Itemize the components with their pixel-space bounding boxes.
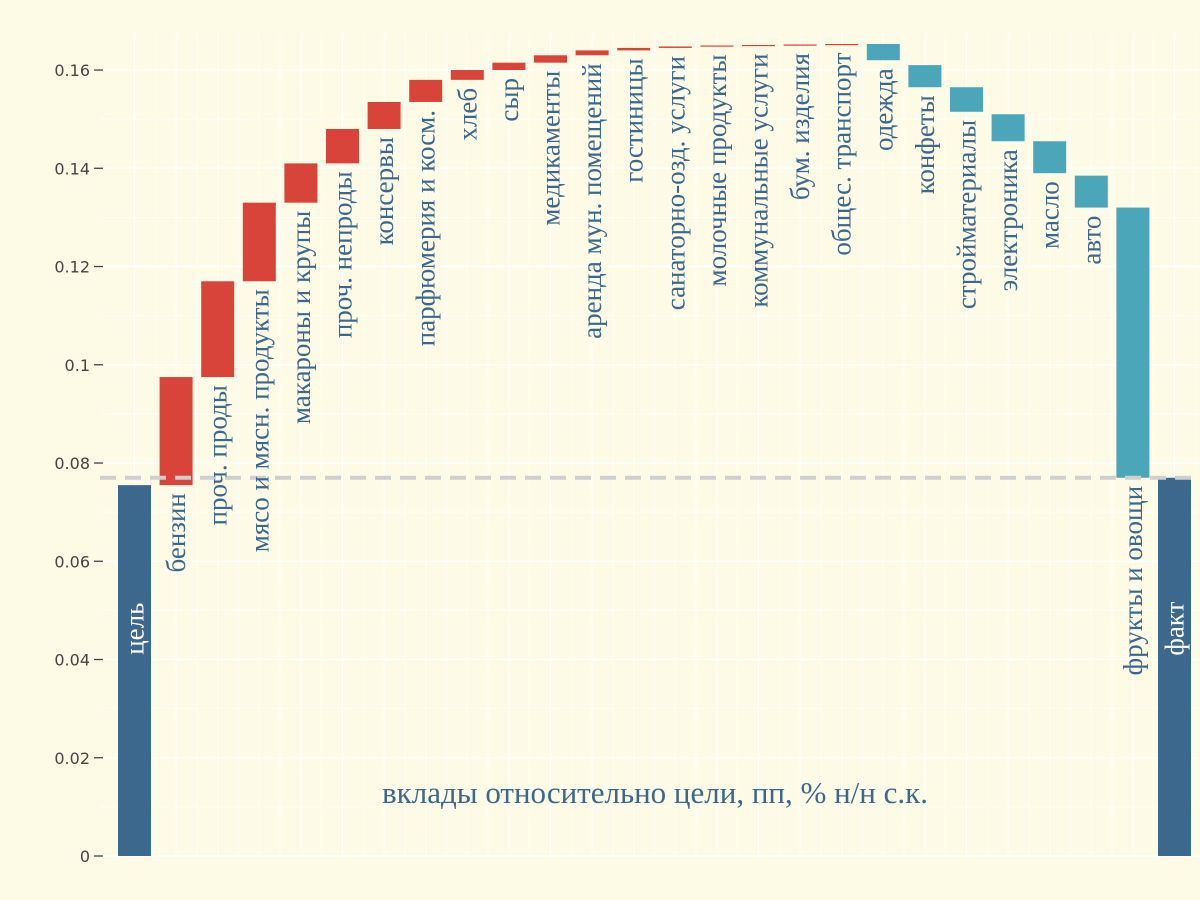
bar-positive (450, 70, 484, 80)
bar-label: авто (1076, 216, 1106, 265)
bar-positive (201, 281, 235, 378)
bar-label: конфеты (910, 95, 940, 194)
bar-label: проч. проды (203, 385, 233, 525)
bar-label: санаторно-озд. услуги (660, 56, 690, 310)
bar-label: парфюмерия и косм. (411, 110, 441, 346)
bar-positive (575, 50, 609, 56)
bar-label: сыр (494, 78, 524, 122)
bar-label: хлеб (452, 88, 482, 141)
bar-label: консервы (369, 137, 399, 245)
y-tick-label: 0.12 (54, 258, 90, 277)
bar-positive (242, 202, 276, 282)
bar-positive (658, 46, 692, 48)
bar-label: масло (1035, 181, 1065, 249)
bar-label: проч. непроды (328, 171, 358, 338)
bar-label: электроника (993, 149, 1023, 291)
y-tick-label: 0.02 (54, 749, 90, 768)
bar-label: мясо и мясн. продукты (244, 289, 274, 552)
bar-negative (1033, 141, 1067, 174)
bar-label: факт (1160, 601, 1190, 655)
bar-negative (1116, 207, 1150, 478)
bar-label: макароны и крупы (286, 211, 316, 424)
bar-positive (825, 44, 859, 46)
bar-positive (700, 45, 734, 47)
bar-label: коммунальные услуги (744, 53, 774, 307)
bar-label: общес. транспорт (827, 52, 857, 255)
bar-label: молочные продукты (702, 54, 732, 286)
y-axis: 0 0.02 0.04 0.06 0.08 0.1 0.12 0.14 0.16 (54, 61, 103, 866)
bar-total (118, 485, 151, 856)
bar-negative (866, 44, 900, 61)
chart-title: вклады относительно цели, пп, % н/н с.к. (382, 775, 928, 810)
bar-label: стройматериалы (952, 120, 982, 309)
bar-label: цель (120, 603, 150, 655)
bar-negative (991, 114, 1025, 142)
bar-negative (908, 65, 942, 88)
bar-label: фрукты и овощи (1118, 486, 1148, 676)
bar-positive (326, 128, 359, 164)
bar-label: бензин (161, 493, 191, 572)
bar-positive (492, 62, 526, 71)
bar-positive (159, 377, 193, 486)
bar-label: гостиницы (619, 58, 649, 182)
bar-positive (409, 79, 443, 102)
bar-positive (783, 44, 817, 46)
bar-positive (617, 47, 651, 51)
y-tick-label: 0 (80, 847, 90, 866)
bar-positive (534, 55, 567, 63)
y-tick-label: 0.16 (54, 61, 90, 80)
y-tick-label: 0.04 (54, 651, 90, 670)
bar-label: медикаменты (536, 71, 566, 226)
y-tick-label: 0.06 (54, 552, 90, 571)
grid-layer (100, 34, 1200, 857)
bars-layer (118, 44, 1191, 856)
bar-total (1158, 477, 1191, 856)
bar-label: аренда мун. помещений (577, 63, 607, 339)
bar-labels-layer: цель бензин проч. проды мясо и мясн. продук… (120, 52, 1190, 675)
bar-label: одежда (868, 68, 898, 151)
bar-positive (284, 163, 318, 203)
y-tick-label: 0.08 (54, 454, 90, 473)
bar-negative (950, 87, 983, 112)
bar-label: бум. изделия (785, 53, 815, 200)
y-tick-label: 0.1 (65, 356, 90, 375)
y-tick-label: 0.14 (54, 159, 90, 178)
bar-positive (742, 44, 775, 47)
bar-positive (367, 101, 401, 129)
bar-negative (1074, 175, 1108, 208)
